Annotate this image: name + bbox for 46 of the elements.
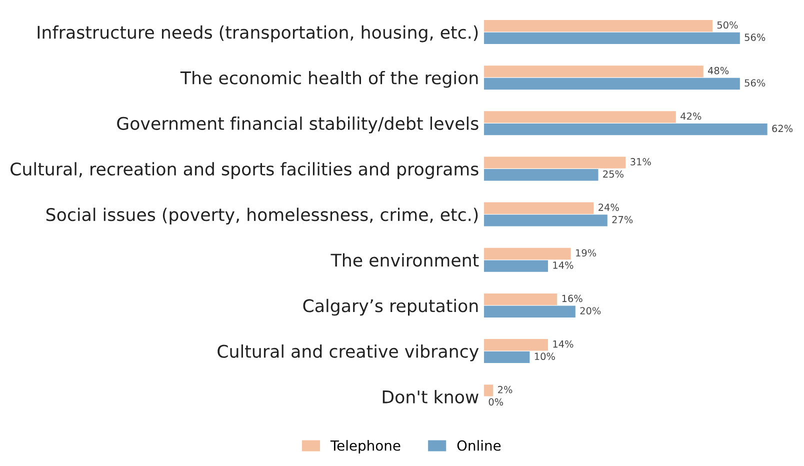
bar: [484, 111, 676, 123]
y-tick-label: Cultural, recreation and sports facilities and programs: [10, 162, 478, 179]
data-label: 31%: [630, 158, 651, 166]
bar: [484, 351, 530, 364]
bar: [484, 384, 494, 396]
y-tick-label: Infrastructure needs (transportation, housing, etc.): [38, 25, 478, 42]
bar: [484, 339, 548, 351]
data-label: 10%: [534, 352, 555, 360]
data-label: 0%: [488, 398, 504, 406]
data-label: 2%: [498, 386, 512, 394]
data-label: 14%: [553, 340, 574, 348]
legend-label: Online: [457, 440, 501, 451]
y-tick-label: Government financial stability/debt levels: [117, 116, 478, 134]
data-label: 62%: [772, 124, 793, 132]
data-label: 19%: [576, 249, 596, 257]
bar: [484, 214, 608, 226]
bar: [484, 169, 598, 181]
data-label: 27%: [612, 216, 633, 224]
y-tick-label: The economic health of the region: [180, 70, 478, 88]
bar: [484, 293, 558, 306]
y-tick-label: Don't know: [382, 390, 478, 404]
data-label: 16%: [562, 294, 582, 302]
y-tick-label: The environment: [330, 253, 479, 267]
bar: [484, 123, 768, 136]
bar: [484, 260, 548, 272]
data-label: 56%: [744, 34, 766, 41]
bar: [484, 78, 740, 90]
data-label: 14%: [553, 262, 574, 269]
data-label: 25%: [603, 170, 624, 178]
bar: [484, 306, 576, 318]
data-label: 50%: [717, 21, 738, 29]
data-label: 20%: [580, 307, 601, 314]
y-tick-label: Social issues (poverty, homelessness, crime, etc.): [46, 208, 478, 225]
y-tick-label: Cultural and creative vibrancy: [218, 344, 479, 362]
bar: [484, 32, 740, 44]
bar: [484, 20, 712, 32]
data-label: 56%: [744, 79, 766, 87]
data-label: 48%: [708, 66, 729, 74]
y-tick-label: Calgary’s reputation: [303, 298, 478, 316]
bar: [484, 156, 626, 168]
bar: [484, 202, 594, 214]
data-label: 42%: [680, 112, 702, 120]
legend-label: Telephone: [330, 440, 400, 454]
bar: [484, 66, 704, 78]
data-label: 24%: [598, 204, 619, 211]
bar: [484, 248, 571, 260]
